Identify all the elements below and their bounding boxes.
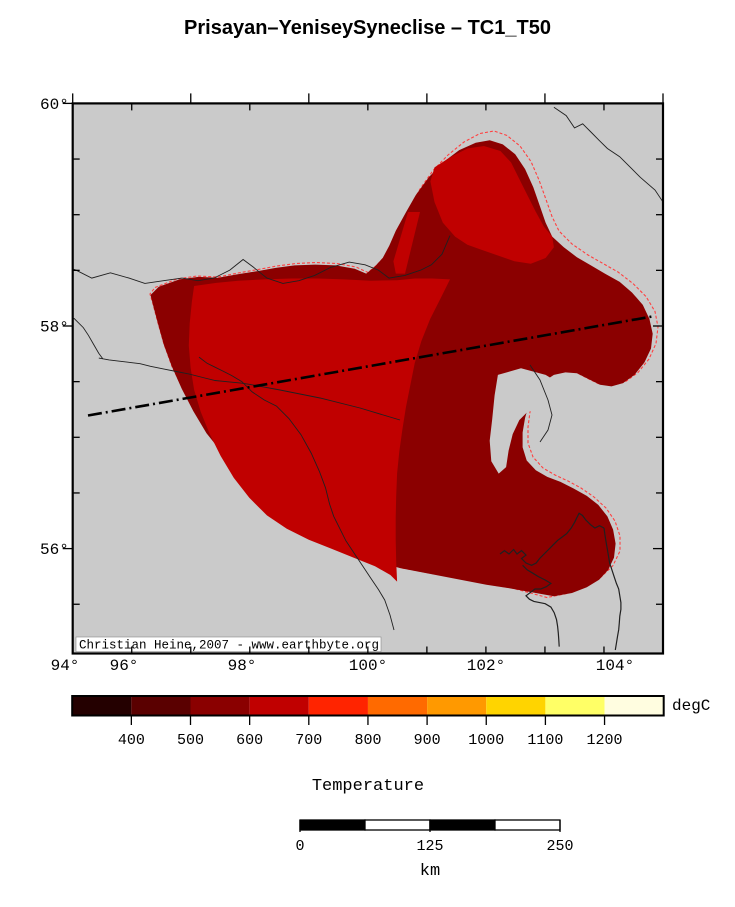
svg-text:700: 700	[295, 732, 322, 749]
svg-text:1200: 1200	[587, 732, 623, 749]
svg-text:250: 250	[546, 838, 573, 855]
svg-text:Temperature: Temperature	[312, 777, 424, 796]
svg-text:98°: 98°	[228, 657, 257, 675]
svg-text:degC: degC	[672, 697, 710, 715]
svg-text:Christian Heine,2007 - www.ear: Christian Heine,2007 - www.earthbyte.org	[79, 639, 379, 653]
svg-text:94°: 94°	[51, 657, 80, 675]
svg-text:100°: 100°	[349, 657, 387, 675]
svg-text:60°: 60°	[40, 96, 69, 114]
svg-text:400: 400	[118, 732, 145, 749]
svg-text:0: 0	[295, 838, 304, 855]
svg-text:600: 600	[236, 732, 263, 749]
svg-text:102°: 102°	[467, 657, 505, 675]
svg-text:1100: 1100	[527, 732, 563, 749]
svg-text:800: 800	[354, 732, 381, 749]
svg-text:104°: 104°	[596, 657, 634, 675]
svg-text:56°: 56°	[40, 541, 69, 559]
svg-text:km: km	[420, 862, 440, 881]
svg-text:500: 500	[177, 732, 204, 749]
svg-text:1000: 1000	[468, 732, 504, 749]
svg-text:58°: 58°	[40, 319, 69, 337]
svg-text:900: 900	[414, 732, 441, 749]
svg-text:96°: 96°	[110, 657, 139, 675]
svg-text:125: 125	[416, 838, 443, 855]
